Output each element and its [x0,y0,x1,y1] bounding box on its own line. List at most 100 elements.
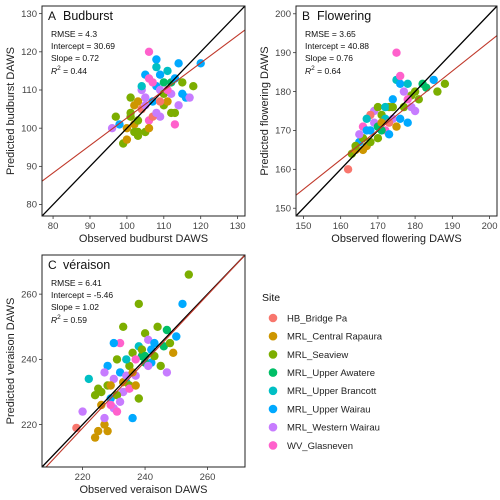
x-tick-label: 90 [85,221,96,232]
data-point [78,407,87,416]
legend-item: MRL_Upper Wairau [268,404,371,415]
legend-item: MRL_Upper Brancott [268,386,377,397]
data-point [373,134,383,143]
data-point [126,108,135,118]
legend-item: MRL_Central Rapaura [268,331,383,343]
data-point [152,108,161,118]
data-point [167,108,176,118]
site-legend: Site HB_Bridge Pa MRL_Central Rapaura MRL_… [262,292,383,452]
legend-item: MRL_Upper Awatere [268,368,375,379]
data-point [396,79,405,89]
data-point [134,299,143,309]
x-tick-label: 150 [296,221,312,232]
x-tick-label: 190 [444,221,460,232]
data-point [131,355,140,364]
legend-swatch [268,404,278,414]
data-point [100,413,109,423]
data-point [399,87,409,96]
data-point [162,368,172,377]
panel-title: véraison [63,258,110,272]
stat-rmse: RMSE = 3.65 [305,29,356,39]
data-point [355,130,364,139]
data-point [172,332,181,341]
data-point [144,124,154,133]
y-axis-title: Predicted veraison DAWS [5,298,17,425]
data-point [429,75,438,85]
x-tick-label: 160 [333,221,349,232]
data-point [106,400,115,410]
data-point [119,322,128,331]
data-point [169,348,178,357]
legend-swatch [268,331,278,341]
data-point [433,87,442,96]
panel-title: Budburst [63,9,114,23]
data-point [410,106,420,116]
stat-intercept: Intercept = 40.88 [305,41,369,51]
y-tick-label: 180 [275,87,291,98]
data-point [126,93,135,102]
data-point [422,83,431,92]
data-point [140,329,150,338]
data-point [153,322,162,331]
data-points [72,270,193,442]
legend-label: HB_Bridge Pa [287,313,348,324]
x-tick-label: 130 [230,221,246,232]
one-to-one-line [42,6,245,216]
legend-swatch [268,441,278,450]
data-point [112,355,122,364]
legend-item: HB_Bridge Pa [268,313,348,324]
y-axis-title: Predicted budburst DAWS [5,47,17,175]
data-point [122,355,131,364]
data-point [388,102,397,112]
data-point [403,79,412,89]
x-tick-label: 120 [193,221,209,232]
legend-label: MRL_Central Rapaura [287,332,383,343]
panel-a-budburst: 80 90 100 110 120 130 80 90 100 110 120 130 Observed… [5,5,246,245]
stat-slope: Slope = 1.02 [51,302,99,312]
data-point [174,101,183,110]
data-point [103,361,112,371]
x-axis-title: Observed budburst DAWS [79,233,208,245]
data-point [106,381,115,390]
y-tick-label: 200 [275,9,291,20]
data-point [150,338,159,348]
data-point [362,126,371,135]
data-point [125,361,134,371]
stat-r2: R2 = 0.59 [51,314,87,325]
y-tick-label: 220 [21,420,37,431]
data-point [133,131,143,140]
y-tick-label: 190 [275,48,291,59]
x-tick-label: 240 [137,472,153,483]
x-axis-title: Observed flowering DAWS [331,233,461,245]
data-point [137,345,147,354]
data-point [119,387,128,397]
data-point [122,135,132,144]
legend-item: WV_Glasneven [268,441,353,452]
y-tick-label: 80 [26,200,37,211]
data-point [148,78,157,87]
stat-r2: R2 = 0.44 [51,65,87,76]
y-tick-label: 150 [275,203,291,214]
legend-label: MRL_Upper Wairau [287,404,371,415]
data-point [111,112,121,121]
data-point [152,55,161,64]
data-point [109,374,119,384]
reference-lines [42,6,245,216]
legend-title: Site [262,292,280,304]
legend-item: MRL_Seaview [268,350,348,361]
y-tick-label: 240 [21,355,37,366]
legend-swatch [268,368,278,377]
plot-frame [41,254,246,468]
y-tick-label: 160 [275,165,291,176]
stat-intercept: Intercept = 30.69 [51,41,115,51]
data-point [103,426,112,436]
data-point [388,95,397,104]
reference-lines [296,6,497,216]
data-point [144,47,154,56]
x-tick-label: 180 [407,221,423,232]
data-point [152,62,161,72]
legend-swatch [268,422,278,432]
data-point [100,420,109,429]
data-point [90,391,100,400]
stat-intercept: Intercept = -5.46 [51,290,113,300]
